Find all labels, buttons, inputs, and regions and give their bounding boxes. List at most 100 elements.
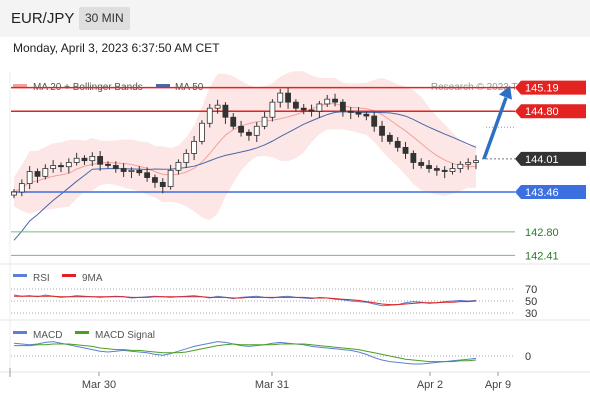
level-tag-144.01 bbox=[515, 151, 586, 166]
candle-body bbox=[199, 122, 205, 142]
legend-swatch-macd-signal bbox=[75, 331, 89, 334]
rsi-ma-line bbox=[14, 295, 477, 306]
candle-body bbox=[449, 168, 456, 172]
candle-body bbox=[152, 177, 158, 183]
level-tag-145.19 bbox=[515, 80, 586, 95]
level-label-145.19: 145.19 bbox=[525, 83, 559, 95]
legend-label-rsi: RSI bbox=[33, 273, 50, 284]
candle-body bbox=[339, 101, 346, 112]
candle-body bbox=[167, 169, 174, 188]
candle-body bbox=[300, 107, 307, 111]
chart-datetime: Monday, April 3, 2023 6:37:50 AM CET bbox=[13, 41, 220, 55]
legend-swatch-ma50 bbox=[156, 84, 170, 87]
candle-body bbox=[159, 181, 166, 188]
candle-body bbox=[214, 104, 221, 109]
candle-body bbox=[73, 157, 80, 163]
candle-body bbox=[18, 183, 25, 193]
rsi-tick-70: 70 bbox=[525, 284, 537, 296]
x-tick-label: Apr 2 bbox=[417, 379, 443, 391]
candle-body bbox=[34, 171, 41, 177]
candle-body bbox=[410, 153, 417, 163]
candle-body bbox=[238, 125, 244, 133]
candle-body bbox=[26, 171, 33, 184]
level-label-142.41: 142.41 bbox=[525, 250, 559, 262]
candle-body bbox=[42, 168, 49, 177]
legend-label-macd: MACD bbox=[33, 330, 62, 341]
candle-body bbox=[81, 157, 88, 162]
candle-body bbox=[379, 125, 385, 136]
macd-tick-0: 0 bbox=[525, 351, 531, 363]
target-arrow-shaft bbox=[482, 97, 508, 160]
x-tick-label: Mar 30 bbox=[82, 379, 116, 391]
candle-body bbox=[65, 162, 72, 168]
candle-body bbox=[253, 125, 260, 136]
ma20-line bbox=[13, 103, 477, 193]
candle-body bbox=[144, 172, 151, 178]
candle-body bbox=[332, 98, 338, 103]
candle-body bbox=[292, 101, 299, 109]
candle-body bbox=[11, 191, 17, 196]
candle-body bbox=[222, 104, 229, 118]
legend-label-rsi-ma: 9MA bbox=[82, 273, 103, 284]
legend-label-macd-signal: MACD Signal bbox=[95, 330, 155, 341]
legend-swatch-rsi bbox=[13, 274, 27, 277]
legend-swatch-bb bbox=[13, 84, 27, 87]
candle-body bbox=[457, 163, 464, 169]
ma50-line bbox=[13, 111, 477, 241]
candle-body bbox=[58, 165, 64, 168]
level-label-142.80: 142.80 bbox=[525, 227, 559, 239]
candle-body bbox=[418, 162, 425, 166]
candle-body bbox=[316, 103, 323, 112]
candle-body bbox=[105, 163, 111, 166]
candle-body bbox=[191, 140, 198, 154]
legend-swatch-macd bbox=[13, 331, 27, 334]
level-label-144.01: 144.01 bbox=[525, 154, 559, 166]
candle-body bbox=[50, 165, 57, 169]
candle-body bbox=[246, 131, 252, 136]
rsi-tick-50: 50 bbox=[525, 296, 537, 308]
candle-body bbox=[433, 168, 440, 171]
candle-body bbox=[120, 168, 127, 172]
level-label-144.80: 144.80 bbox=[525, 106, 559, 118]
candle-body bbox=[473, 160, 479, 163]
candle-body bbox=[386, 134, 393, 142]
symbol-title: EUR/JPY bbox=[11, 10, 75, 27]
macd-line bbox=[13, 341, 477, 365]
candle-body bbox=[363, 113, 370, 117]
macd-signal-line bbox=[14, 343, 477, 363]
bollinger-band-area bbox=[14, 70, 476, 220]
candle-body bbox=[324, 98, 331, 105]
candle-body bbox=[269, 101, 276, 118]
candle-body bbox=[402, 146, 409, 154]
candle-body bbox=[426, 165, 432, 169]
candle-body bbox=[175, 162, 182, 171]
candle-body bbox=[465, 162, 472, 165]
timeframe-badge[interactable]: 30 MIN bbox=[79, 7, 130, 30]
candle-body bbox=[371, 115, 378, 127]
candle-body bbox=[347, 110, 354, 113]
chart-header-bar: EUR/JPY 30 MIN bbox=[0, 0, 590, 37]
level-tag-144.80 bbox=[515, 104, 586, 119]
candle-body bbox=[261, 116, 268, 127]
candle-body bbox=[112, 165, 119, 169]
level-label-143.46: 143.46 bbox=[525, 187, 559, 199]
candle-body bbox=[355, 112, 362, 115]
legend-swatch-rsi-ma bbox=[62, 274, 76, 277]
candle-body bbox=[183, 153, 190, 163]
candle-body bbox=[230, 116, 237, 127]
rsi-tick-30: 30 bbox=[525, 308, 537, 320]
candle-body bbox=[441, 169, 448, 172]
target-arrow-head bbox=[499, 85, 512, 100]
candle-body bbox=[277, 92, 284, 103]
x-tick-label: Mar 31 bbox=[255, 379, 289, 391]
candle-body bbox=[97, 156, 104, 165]
candle-body bbox=[285, 92, 291, 103]
candle-body bbox=[206, 107, 213, 124]
candle-body bbox=[308, 109, 315, 112]
candle-body bbox=[394, 140, 401, 148]
x-tick-label: Apr 9 bbox=[485, 379, 511, 391]
candle-body bbox=[136, 169, 143, 174]
candle-body bbox=[89, 156, 96, 162]
candle-body bbox=[128, 169, 135, 172]
